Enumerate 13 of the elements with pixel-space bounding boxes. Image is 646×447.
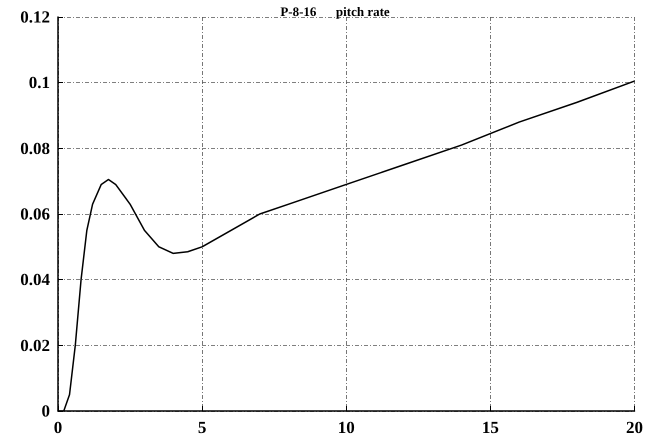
x-tick-label: 0: [54, 418, 62, 437]
chart-title: P-8-16 pitch rate: [280, 4, 390, 19]
y-tick-label: 0.04: [20, 270, 50, 290]
y-tick-label: 0.08: [20, 138, 50, 158]
y-tick-label: 0.1: [28, 73, 50, 92]
x-tick-label: 15: [482, 418, 499, 437]
x-tick-label: 5: [198, 418, 206, 437]
x-tick-label: 20: [626, 418, 643, 437]
y-tick-label: 0.06: [20, 204, 50, 224]
x-tick-label: 10: [338, 418, 355, 437]
y-tick-label: 0.02: [20, 336, 50, 355]
y-tick-label: 0.12: [20, 8, 50, 26]
y-tick-label: 0: [42, 402, 50, 420]
